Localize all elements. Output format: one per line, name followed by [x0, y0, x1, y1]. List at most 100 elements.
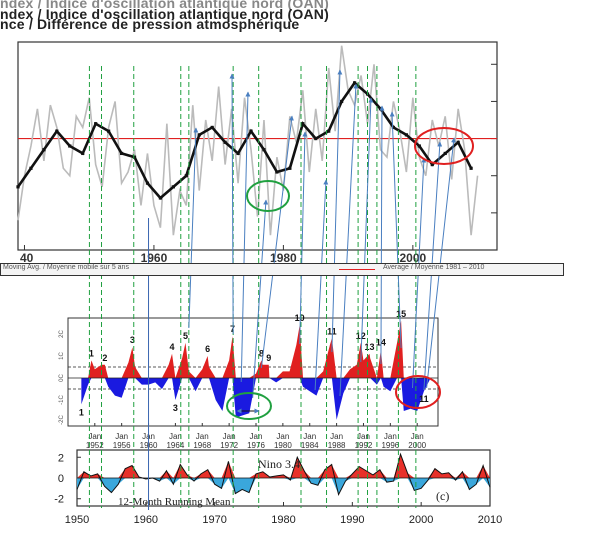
teleconnection-arrow: [339, 83, 359, 397]
nao-moving-average-point: [223, 140, 227, 144]
enso-y-tick-label: 0C: [59, 373, 65, 381]
enso-x-tick-year: 1996: [381, 441, 399, 450]
teleconnection-arrow: [229, 73, 235, 335]
enso-negative-event-label: 7: [313, 0, 318, 2]
nao-moving-average-point: [132, 155, 137, 159]
enso-x-tick-year: 2000: [408, 441, 426, 450]
nao-moving-average-point: [417, 144, 421, 148]
red-circle-mid: [395, 375, 441, 409]
nao-chart: 40 1960 1980 2000: [16, 41, 498, 265]
nino-y-tick-label: -2: [54, 494, 64, 506]
nao-moving-average-point: [16, 185, 20, 189]
nao-x-tick-label: 2000: [399, 251, 426, 265]
nao-moving-average-point: [55, 129, 59, 133]
enso-x-tick-month: Jan: [169, 432, 182, 441]
nao-moving-average-point: [42, 148, 46, 152]
enso-positive-event-label: 12: [356, 331, 366, 341]
enso-negative-event-label: 5: [239, 0, 244, 2]
enso-negative-event-label: 2: [118, 0, 123, 2]
nao-moving-average-point: [119, 151, 124, 156]
enso-positive-event-label: 9: [266, 353, 271, 363]
enso-y-tick-label: 1C: [59, 351, 65, 359]
legend-average-label: Average / Moyenne 1981 – 2010: [383, 264, 485, 271]
nao-moving-average-point: [81, 151, 85, 156]
enso-x-tick-year: 1952: [86, 441, 104, 450]
legend-moving-avg-label: Moving Avg. / Moyenne mobile sur 5 ans: [3, 264, 129, 271]
enso-x-tick-month: Jan: [303, 432, 316, 441]
nino-annotation: 12-Month Running Mean: [118, 496, 231, 508]
nao-moving-average-point: [29, 166, 33, 170]
teleconnection-arrow: [314, 179, 329, 391]
nao-moving-average-point: [184, 174, 188, 178]
enso-y-tick-label: -2C: [59, 415, 65, 425]
enso-x-tick-year: 1968: [193, 441, 211, 450]
teleconnection-arrow: [331, 69, 343, 353]
legend-average-swatch: [339, 269, 375, 270]
nao-moving-average-point: [327, 129, 331, 133]
nino-x-tick-label: 2000: [409, 514, 433, 526]
nino-x-tick-label: 1990: [340, 514, 364, 526]
nino-x-tick-label: 1980: [271, 514, 295, 526]
nao-moving-average-point: [275, 170, 279, 174]
nao-x-tick-label: 40: [20, 251, 34, 265]
enso-positive-event-label: 15: [396, 309, 406, 319]
teleconnection-arrow: [379, 105, 385, 365]
enso-y-tick-label: -1C: [59, 395, 65, 405]
enso-x-tick-month: Jan: [196, 432, 209, 441]
nao-moving-average-point: [443, 151, 447, 156]
teleconnection-arrow: [252, 199, 269, 399]
enso-negative-event-label: 8: [337, 0, 342, 2]
nino-x-tick-label: 1950: [65, 514, 89, 526]
enso-positive-event-label: 2: [102, 353, 107, 363]
green-circle-top: [246, 180, 290, 212]
nao-moving-average-point: [430, 162, 434, 167]
enso-x-tick-month: Jan: [223, 432, 236, 441]
nino-x-tick-label: 1970: [202, 514, 226, 526]
green-circle-mid: [226, 392, 272, 420]
legend-bar: Moving Avg. / Moyenne mobile sur 5 ans A…: [0, 263, 564, 276]
enso-x-tick-month: Jan: [88, 432, 101, 441]
annotation-overlay: [88, 66, 474, 510]
nino-x-tick-label: 1960: [134, 514, 158, 526]
enso-negative-event-label: 10: [407, 0, 417, 2]
enso-x-tick-year: 1956: [113, 441, 131, 450]
enso-positive-event-label: 8: [259, 348, 264, 358]
enso-positive-event-label: 3: [130, 335, 135, 345]
nino-positive-area: [77, 454, 490, 478]
nao-moving-average-point: [391, 125, 396, 130]
nao-moving-average-point: [404, 133, 408, 137]
nao-moving-average-point: [145, 181, 150, 185]
enso-negative-event-label: 3: [173, 403, 178, 413]
enso-x-tick-year: 1964: [166, 441, 184, 450]
enso-positive-event-label: 11: [327, 326, 337, 336]
enso-negative-event-label: 4: [219, 0, 224, 2]
enso-negative-event-label: 9: [386, 0, 391, 2]
enso-y-tick-label: 2C: [59, 329, 65, 337]
enso-negative-event-label: 1: [79, 407, 84, 417]
enso-negative-area: [81, 378, 431, 420]
enso-negative-event-label: 6: [250, 0, 255, 2]
nao-moving-average-series: [16, 80, 473, 200]
nao-moving-average-point: [171, 185, 175, 189]
enso-positive-event-label: 7: [230, 324, 235, 334]
enso-events-chart: 2C1C0C-1C-2C1234567891011121314151234567…: [59, 0, 439, 450]
enso-x-tick-year: 1972: [220, 441, 238, 450]
enso-x-tick-year: 1976: [247, 441, 265, 450]
nao-moving-average-point: [249, 129, 253, 133]
nino-panel-label: (c): [436, 489, 449, 503]
nao-moving-average-point: [158, 196, 163, 200]
nino-x-tick-label: 2010: [478, 514, 502, 526]
enso-x-tick-month: Jan: [330, 432, 343, 441]
teleconnection-arrow: [188, 127, 199, 329]
enso-x-tick-year: 1984: [301, 441, 319, 450]
nao-moving-average-point: [469, 166, 473, 170]
enso-positive-event-label: 4: [170, 342, 175, 352]
enso-positive-event-label: 1: [89, 348, 94, 358]
nao-moving-average-point: [94, 122, 98, 126]
enso-negative-event-label: 11: [419, 394, 429, 404]
enso-x-tick-month: Jan: [115, 432, 128, 441]
header-line-3: nce / Différence de pression atmosphériq…: [0, 16, 300, 32]
enso-x-tick-month: Jan: [250, 432, 263, 441]
enso-x-tick-month: Jan: [411, 432, 424, 441]
